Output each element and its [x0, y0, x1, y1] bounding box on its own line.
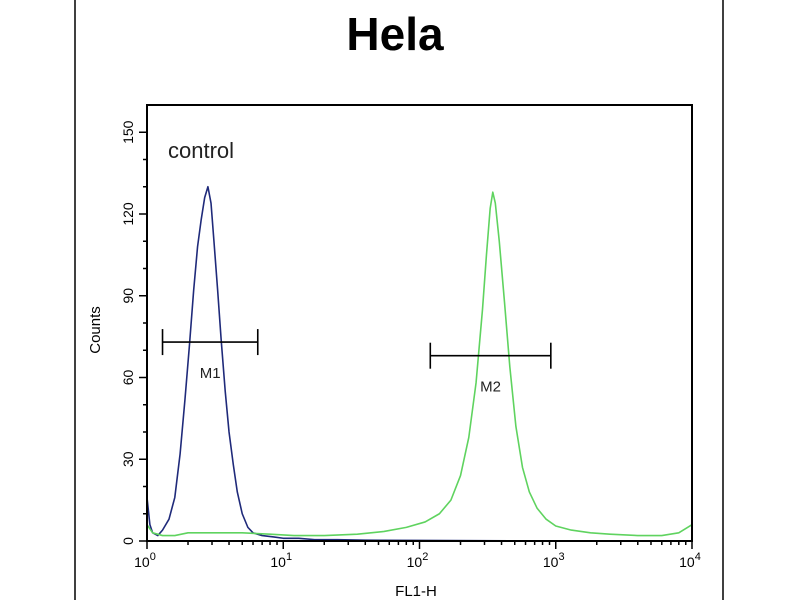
control-annotation: control — [168, 138, 234, 163]
chart-title: Hela — [346, 8, 444, 60]
y-tick-label: 90 — [120, 288, 136, 304]
marker-gate-m1: M1 — [161, 329, 259, 382]
marker-label: M2 — [480, 379, 501, 396]
y-tick-label: 30 — [120, 451, 136, 467]
image-frame — [74, 0, 724, 600]
x-tick-label: 104 — [679, 551, 701, 570]
x-axis-label: FL1-H — [395, 583, 437, 600]
plot-area — [146, 104, 693, 542]
x-axis: 100 101 102 103 104 — [134, 541, 701, 570]
marker-layer: M1 M2 — [161, 329, 552, 396]
x-tick-label: 100 — [134, 551, 156, 570]
histogram-series-1 — [146, 185, 692, 542]
y-axis-label: Counts — [87, 306, 104, 354]
marker-gate-m2: M2 — [429, 342, 552, 396]
y-tick-label: 60 — [120, 370, 136, 386]
x-tick-label: 102 — [407, 551, 429, 570]
x-tick-label: 103 — [543, 551, 565, 570]
histogram-series-2 — [146, 191, 693, 537]
y-tick-label: 120 — [120, 202, 136, 226]
series-layer — [146, 185, 693, 542]
y-tick-label: 150 — [120, 120, 136, 144]
y-axis: 0 30 60 90 120 150 — [120, 120, 147, 545]
x-tick-label: 101 — [270, 551, 292, 570]
marker-label: M1 — [200, 365, 221, 382]
y-tick-label: 0 — [120, 537, 136, 545]
